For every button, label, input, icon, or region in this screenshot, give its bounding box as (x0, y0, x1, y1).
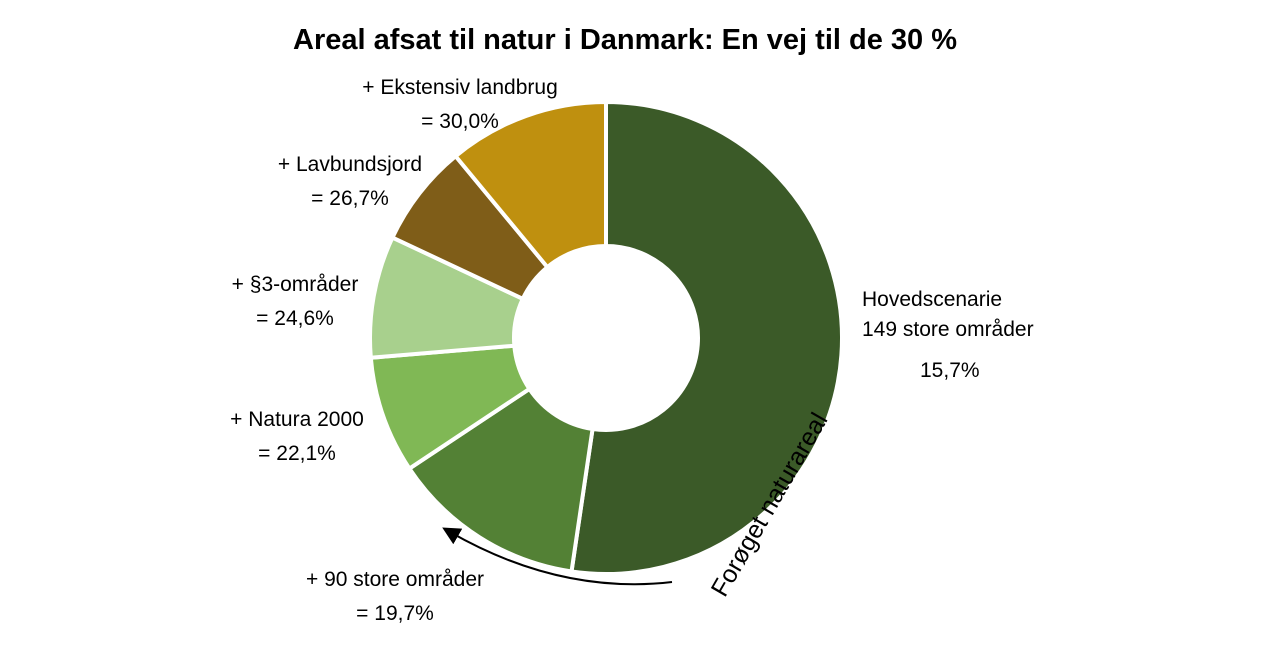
increase-arrow (442, 527, 673, 586)
label-ekstensiv-value: = 30,0% (421, 110, 499, 134)
label-paragraf3-value: = 24,6% (256, 307, 334, 331)
label-natura-name: + Natura 2000 (230, 408, 364, 431)
label-hovedscenarie-value: 15,7% (920, 358, 980, 382)
label-ekstensiv-landbrug: + Ekstensiv landbrug = 30,0% (350, 73, 570, 138)
label-natura-2000: + Natura 2000 = 22,1% (222, 405, 372, 470)
label-hovedscenarie-name-1: Hovedscenarie (862, 288, 1003, 311)
label-natura-value: = 22,1% (258, 442, 336, 466)
chart-title: Areal afsat til natur i Danmark: En vej … (293, 24, 957, 56)
label-90-name: + 90 store områder (305, 568, 484, 591)
label-lavbund-value: = 26,7% (311, 187, 389, 211)
label-ekstensiv-name: + Ekstensiv landbrug (362, 76, 558, 99)
label-hovedscenarie-name-2: 149 store områder (862, 318, 1034, 342)
label-lavbund-name: + Lavbundsjord (277, 153, 423, 176)
slice-90-store-omraader (407, 386, 595, 574)
slice-ekstensiv-landbrug (453, 100, 608, 270)
donut-slices (368, 100, 844, 576)
label-paragraf3-name: + §3-områder (231, 273, 359, 296)
label-lavbundsjord: + Lavbundsjord = 26,7% (255, 150, 445, 215)
label-90-value: = 19,7% (356, 602, 434, 626)
label-90-store-omraader: + 90 store områder = 19,7% (290, 565, 500, 630)
label-hovedscenarie: Hovedscenarie 149 store områder 15,7% (862, 285, 1034, 386)
slice-hovedscenarie (569, 100, 844, 576)
label-paragraf3: + §3-områder = 24,6% (210, 270, 380, 335)
